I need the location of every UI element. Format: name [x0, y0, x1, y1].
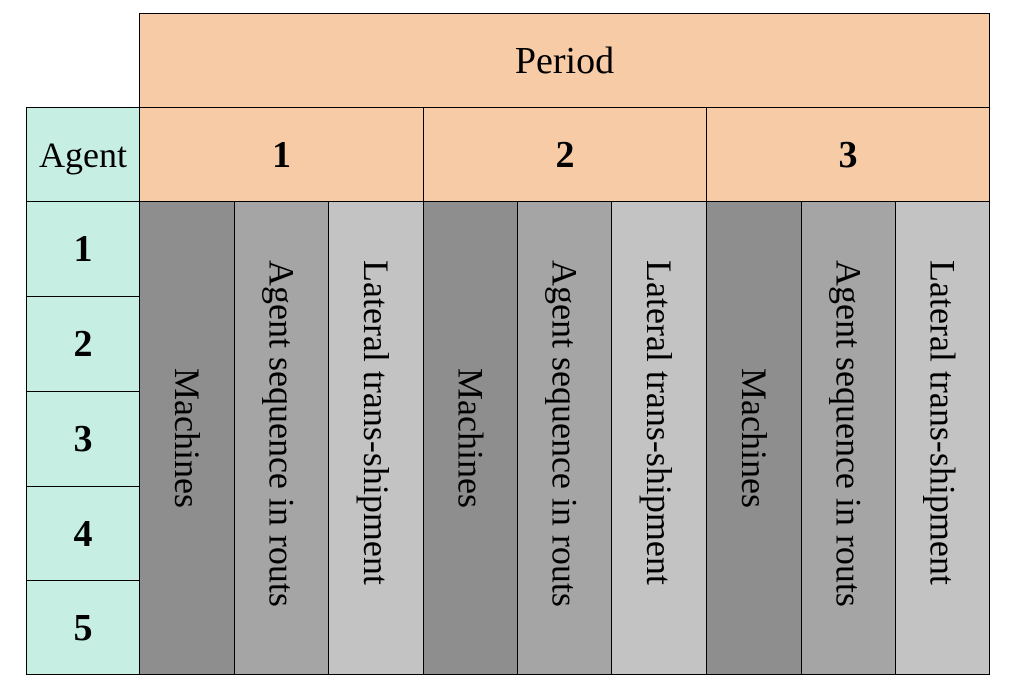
period-3-machines-column: Machines [706, 201, 802, 675]
period-1-sequence-column: Agent sequence in routs [234, 201, 329, 675]
agent-1-label: 1 [73, 228, 93, 270]
agent-4-row: 4 [26, 486, 140, 582]
agent-label: Agent [39, 134, 127, 175]
period-1-transshipment-column: Lateral trans-shipment [328, 201, 424, 675]
period-3-label: 3 [838, 133, 858, 176]
agent-3-row: 3 [26, 391, 140, 487]
period-2-transshipment-column: Lateral trans-shipment [611, 201, 707, 675]
machines-label: Machines [734, 368, 774, 508]
agent-3-label: 3 [73, 418, 93, 460]
period-2-machines-column: Machines [423, 201, 518, 675]
sequence-label: Agent sequence in routs [828, 260, 869, 607]
agent-header: Agent [26, 107, 140, 202]
period-2-sequence-column: Agent sequence in routs [517, 201, 612, 675]
period-2-header: 2 [423, 107, 707, 202]
transshipment-label: Lateral trans-shipment [922, 260, 963, 585]
period-1-label: 1 [272, 133, 291, 176]
machines-label: Machines [167, 368, 207, 508]
period-1-header: 1 [139, 107, 424, 202]
sequence-label: Agent sequence in routs [261, 260, 302, 607]
agent-1-row: 1 [26, 201, 140, 297]
period-1-machines-column: Machines [139, 201, 235, 675]
period-2-label: 2 [555, 133, 575, 176]
agent-5-row: 5 [26, 580, 140, 675]
period-3-sequence-column: Agent sequence in routs [801, 201, 896, 675]
sequence-label: Agent sequence in routs [544, 260, 585, 607]
period-3-transshipment-column: Lateral trans-shipment [895, 201, 990, 675]
period-label: Period [514, 39, 615, 82]
period-header: Period [139, 13, 990, 108]
agent-4-label: 4 [73, 513, 93, 555]
machines-label: Machines [450, 368, 491, 508]
transshipment-label: Lateral trans-shipment [356, 260, 396, 585]
period-3-header: 3 [706, 107, 990, 202]
agent-2-label: 2 [73, 323, 93, 365]
agent-5-label: 5 [73, 606, 93, 649]
agent-2-row: 2 [26, 296, 140, 392]
transshipment-label: Lateral trans-shipment [639, 260, 679, 585]
